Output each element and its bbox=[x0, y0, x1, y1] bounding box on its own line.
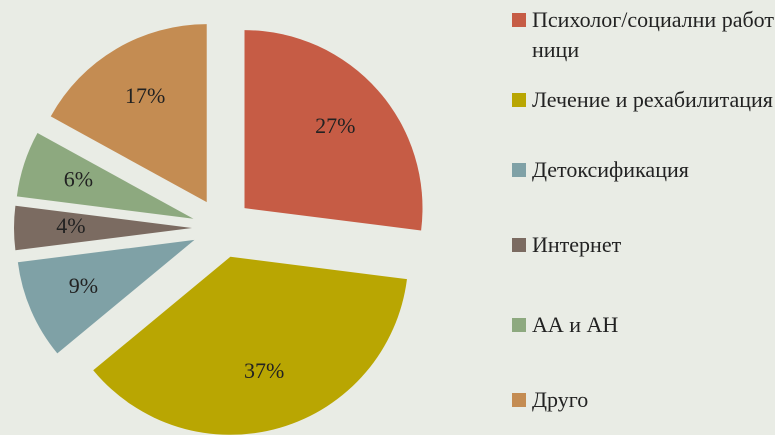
pie-slice bbox=[244, 30, 423, 231]
legend-swatch bbox=[512, 163, 526, 177]
data-label: 27% bbox=[315, 113, 355, 138]
legend-item: АА и АН bbox=[512, 310, 775, 340]
legend-label: Детоксификация bbox=[532, 157, 689, 182]
data-label: 4% bbox=[56, 213, 85, 238]
legend-label: Лечение и рехабилитация bbox=[532, 87, 773, 112]
pie-slice bbox=[93, 256, 407, 435]
legend-swatch bbox=[512, 318, 526, 332]
data-label: 6% bbox=[64, 166, 93, 191]
legend-swatch bbox=[512, 238, 526, 252]
legend-label: АА и АН bbox=[532, 312, 619, 337]
legend-item: Лечение и рехабилитация bbox=[512, 85, 775, 115]
data-label: 37% bbox=[244, 358, 284, 383]
legend-item: Психолог/социални работници bbox=[512, 5, 775, 65]
legend-swatch bbox=[512, 93, 526, 107]
pie-area: 27% 37% 9% 4% 6% 17% bbox=[14, 24, 423, 435]
pie-slice bbox=[50, 24, 207, 203]
pie-slice bbox=[17, 239, 195, 354]
pie-slice bbox=[16, 132, 194, 219]
data-label: 9% bbox=[69, 273, 98, 298]
legend-item: Друго bbox=[512, 385, 775, 415]
legend-swatch bbox=[512, 393, 526, 407]
legend-label: Друго bbox=[532, 387, 589, 412]
legend-item: Детоксификация bbox=[512, 155, 775, 185]
pie-slice bbox=[14, 205, 192, 251]
legend-item: Интернет bbox=[512, 230, 775, 260]
legend-swatch bbox=[512, 13, 526, 27]
data-label: 17% bbox=[125, 83, 165, 108]
legend-label: Психолог/социални работници bbox=[532, 7, 774, 62]
legend-label: Интернет bbox=[532, 232, 622, 257]
